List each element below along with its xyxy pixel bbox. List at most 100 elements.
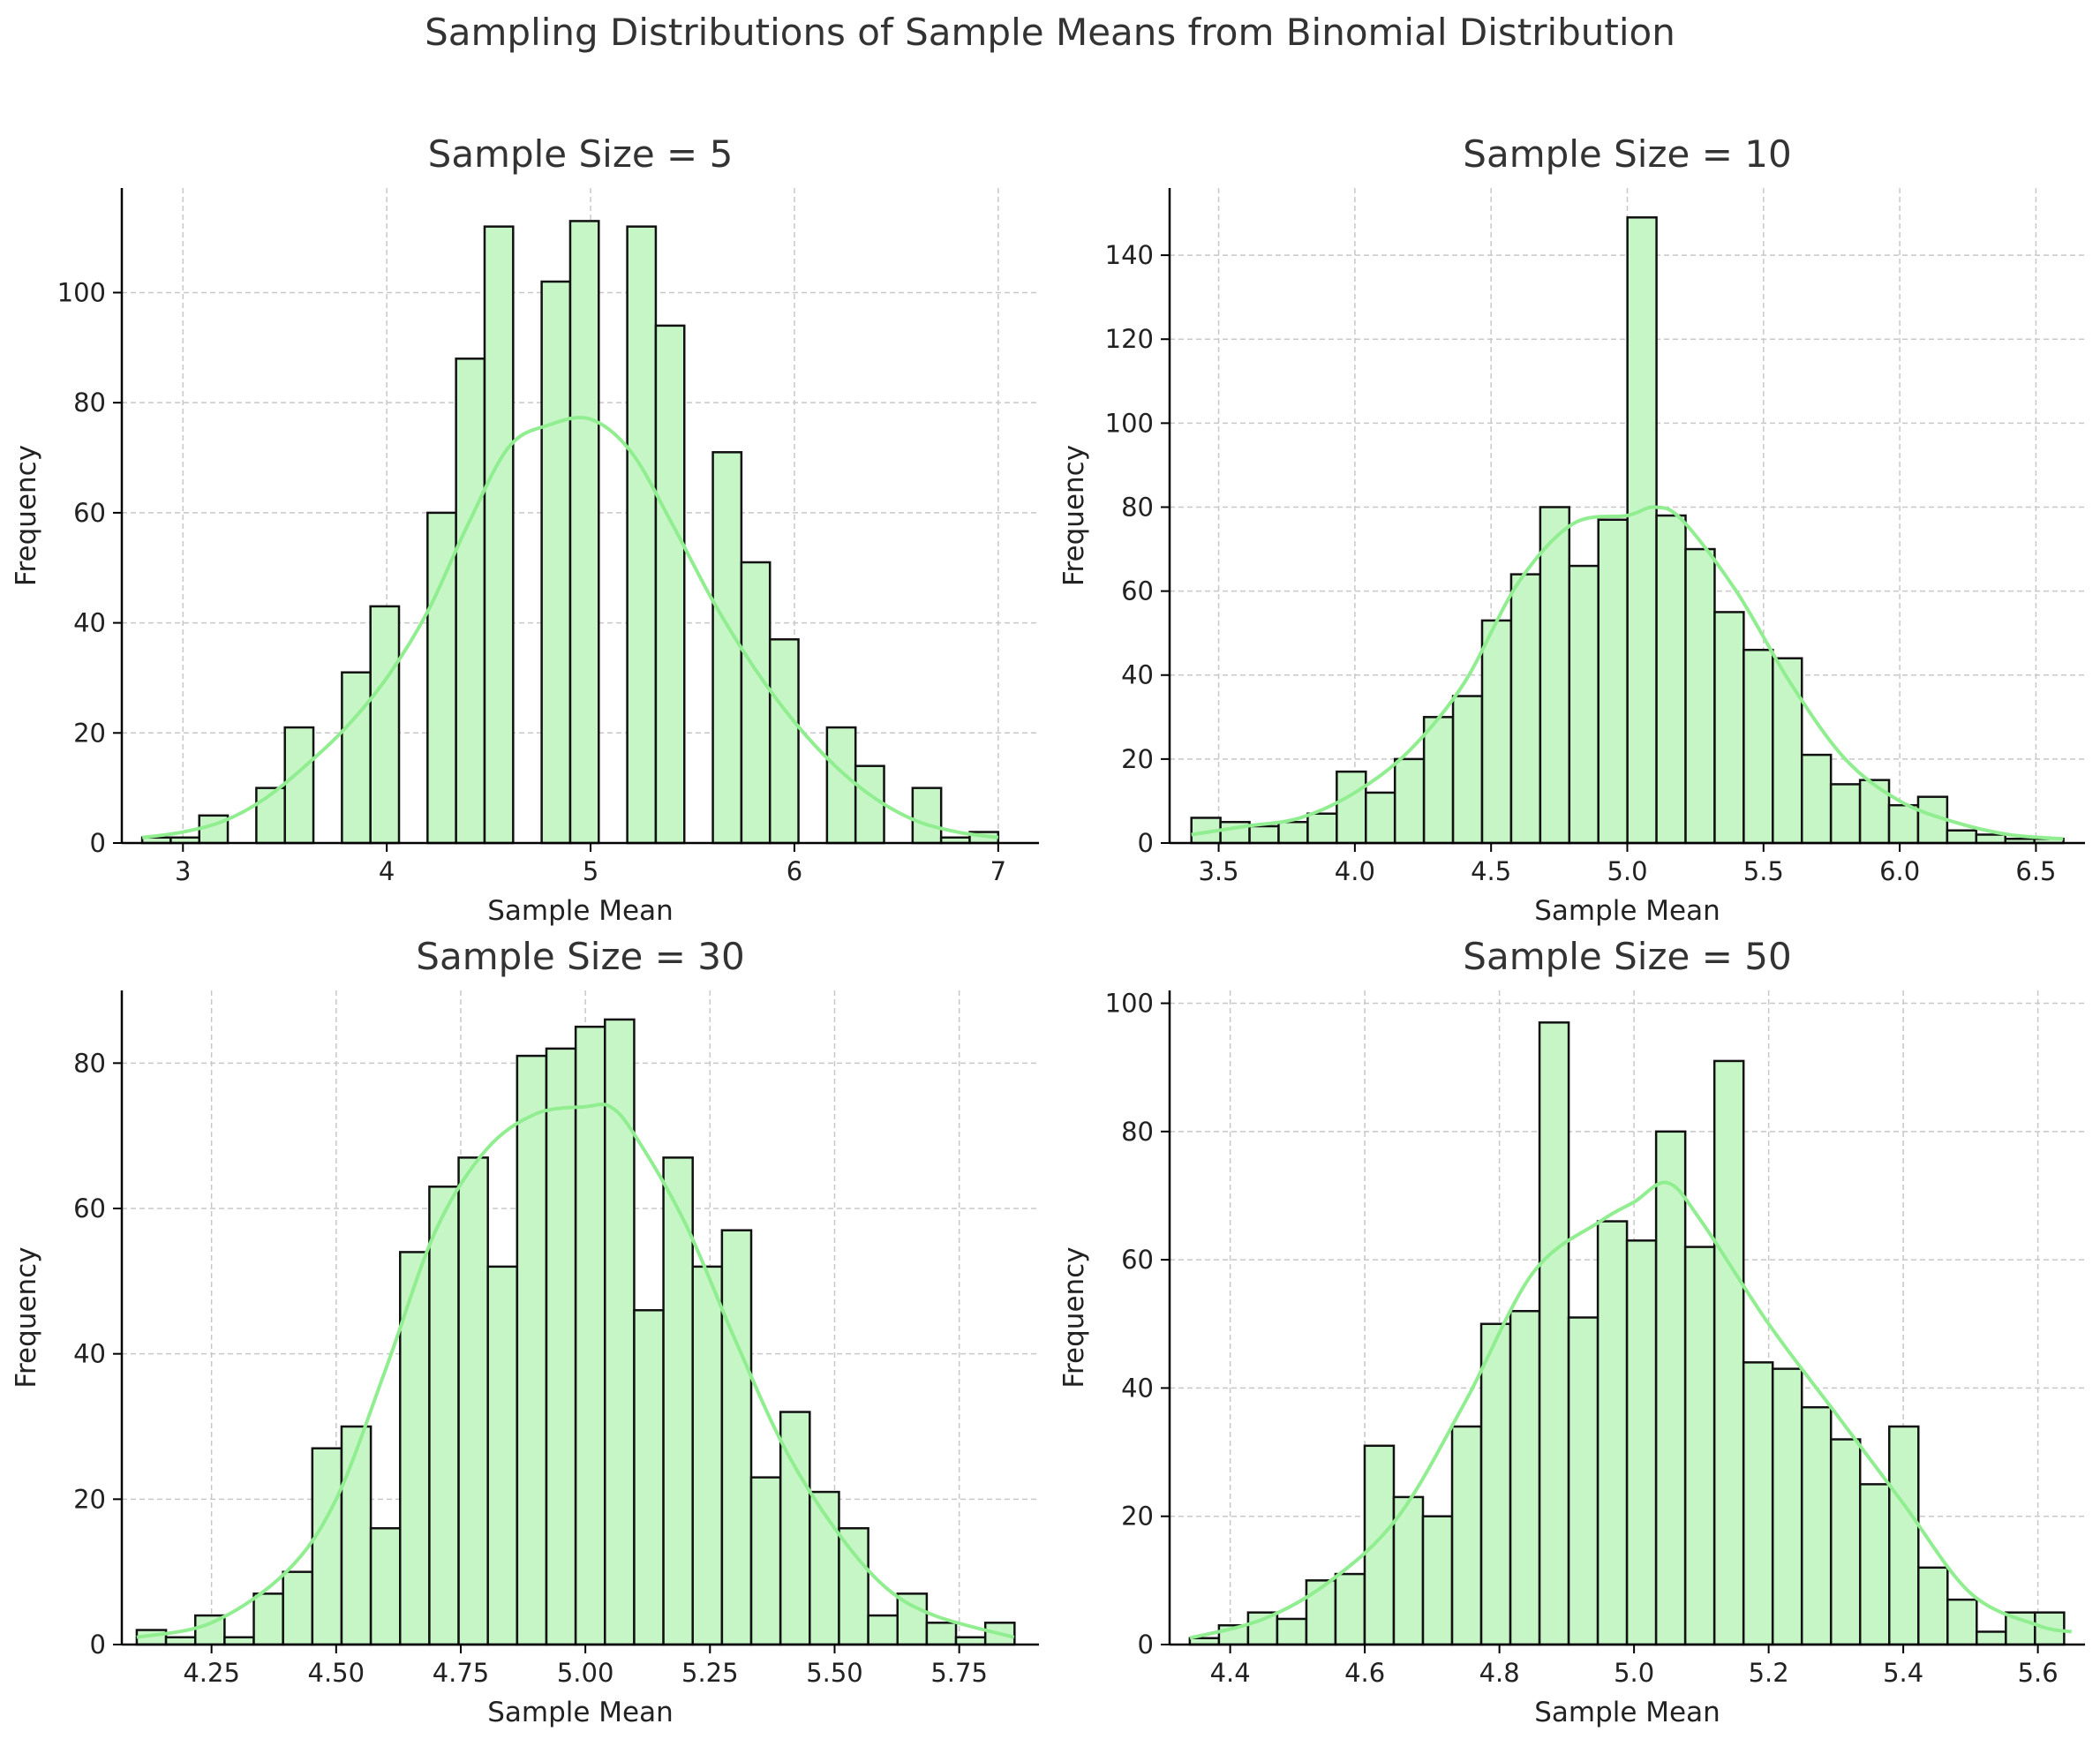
histogram-bar (633, 1309, 665, 1646)
y-tick-label: 60 (1121, 1245, 1154, 1275)
x-tick-label: 4.8 (1479, 1658, 1520, 1688)
x-tick-label: 6.5 (2015, 856, 2056, 886)
histogram-bar (1742, 1361, 1774, 1646)
x-axis-label: Sample Mean (1534, 1697, 1720, 1728)
histogram-bar (838, 1527, 869, 1646)
histogram-bar (1772, 657, 1803, 845)
histogram-bar (1829, 1438, 1862, 1646)
y-tick-label: 80 (1121, 492, 1154, 522)
kde-curve (1189, 1180, 2073, 1640)
histogram-bar (1248, 824, 1280, 845)
histogram-bar (282, 1570, 314, 1646)
histogram-bar (1800, 1405, 1833, 1646)
x-tick-label: 6 (787, 856, 802, 886)
histogram-bar (691, 1265, 724, 1646)
histogram-bar (1422, 716, 1455, 845)
histogram-bar (768, 638, 800, 845)
subplot-title: Sample Size = 10 (1463, 132, 1791, 176)
y-axis-label: Frequency (11, 445, 42, 586)
histogram-bar (1946, 1598, 1978, 1646)
x-tick-label: 3.5 (1198, 856, 1238, 886)
histogram-bar (455, 358, 486, 845)
y-tick-label: 80 (1121, 1117, 1154, 1147)
histogram-bar (1655, 514, 1687, 845)
subplot-3: 4.25 4.50 4.75 5.00 5.25 5.50 5.75 0 20 40 60 80 Sam… (11, 935, 1039, 1728)
histogram-bar (1858, 779, 1891, 845)
subplot-2: 3.5 4.0 4.5 5.0 5.5 6.0 6.5 0 20 40 60 80 100 120 140 S… (1058, 132, 2085, 927)
y-tick-label: 100 (1105, 989, 1154, 1019)
histogram-bar (568, 220, 600, 845)
histogram-bar (1451, 695, 1484, 845)
histogram-bar (1568, 564, 1599, 845)
histogram-bar (1509, 573, 1542, 845)
x-tick-label: 5.0 (1614, 1658, 1654, 1688)
y-axis-label: Frequency (1058, 1246, 1090, 1388)
y-tick-label: 80 (73, 388, 106, 418)
y-tick-label: 40 (1121, 660, 1154, 690)
x-tick-label: 5 (583, 856, 598, 886)
histogram-bar (1246, 1611, 1279, 1646)
x-tick-label: 4.75 (433, 1658, 490, 1688)
x-tick-label: 4.50 (308, 1658, 365, 1688)
y-tick-label: 60 (73, 1193, 106, 1223)
x-tick-label: 4.0 (1335, 856, 1375, 886)
x-axis-label: Sample Mean (1534, 895, 1720, 927)
histogram-bar (545, 1047, 577, 1646)
histogram-bar (369, 605, 401, 845)
histogram-bar (1625, 1239, 1658, 1646)
histogram-bar (483, 225, 515, 845)
histogram-bar (720, 1229, 753, 1646)
histogram-bar (1567, 1316, 1599, 1646)
histogram-bar (711, 451, 743, 845)
histogram-bar (1480, 619, 1513, 845)
y-tick-label: 0 (90, 828, 106, 858)
histogram-bar (1626, 216, 1658, 845)
histogram-bar (1305, 1579, 1337, 1646)
x-tick-label: 5.5 (1743, 856, 1784, 886)
x-tick-label: 5.2 (1749, 1658, 1789, 1688)
histogram-bar (369, 1527, 402, 1646)
histogram-bar (1829, 783, 1862, 845)
histogram-bar (854, 764, 885, 845)
y-tick-label: 80 (73, 1048, 106, 1078)
histogram-bar (1917, 1566, 1949, 1646)
y-tick-label: 0 (1138, 1630, 1154, 1660)
kde-curve (141, 415, 999, 839)
x-tick-label: 5.0 (1607, 856, 1647, 886)
histogram-bar (1654, 1130, 1687, 1646)
histogram-bar (1684, 547, 1716, 845)
histogram-bar (428, 1186, 460, 1646)
histogram-bar (749, 1476, 782, 1646)
histogram-bar (1887, 803, 1920, 845)
histogram-bar (1596, 1220, 1629, 1646)
histogram-bar (825, 726, 857, 845)
y-tick-label: 60 (1121, 576, 1154, 606)
histogram-bar (925, 1622, 958, 1646)
histogram-bar (1713, 611, 1745, 845)
histogram-bar (340, 1425, 373, 1646)
x-tick-label: 5.00 (557, 1658, 614, 1688)
x-axis-label: Sample Mean (487, 1697, 674, 1728)
histogram-bar (1336, 770, 1367, 845)
y-tick-label: 20 (73, 1484, 106, 1514)
histogram-bar (516, 1054, 548, 1646)
histogram-bar (1538, 1021, 1570, 1646)
y-axis-label: Frequency (11, 1246, 42, 1388)
histogram-bar (654, 324, 686, 845)
x-tick-label: 7 (990, 856, 1006, 886)
kde-curve (1191, 505, 2064, 841)
histogram-bar (1742, 648, 1774, 845)
x-tick-label: 4.4 (1210, 1658, 1251, 1688)
histogram-bar (1277, 820, 1309, 845)
x-tick-label: 4.6 (1344, 1658, 1385, 1688)
histogram-bar (283, 726, 315, 845)
histogram-bar (1393, 757, 1426, 845)
subplot-1: 3 4 5 6 7 0 20 40 60 80 100 Sample Size = 5 Sample M… (11, 132, 1039, 927)
kde-curve (136, 1102, 1015, 1639)
histogram-bar (457, 1156, 489, 1646)
histogram-bar (574, 1025, 606, 1646)
histogram-bar (1946, 829, 1978, 845)
histogram-bar (252, 1592, 284, 1646)
